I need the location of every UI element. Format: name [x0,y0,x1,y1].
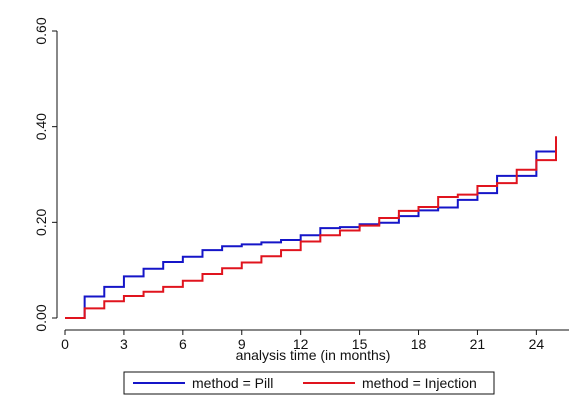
x-tick-label: 15 [352,336,368,352]
y-axis: 0.00 0.20 0.40 0.60 [33,17,58,332]
plot-region [57,18,569,330]
legend-label-pill: method = Pill [192,375,273,391]
series-line-pill [65,150,556,319]
y-tick-label: 0.20 [33,208,49,235]
x-tick-label: 9 [238,336,246,352]
legend-label-injection: method = Injection [362,375,477,391]
x-tick-label: 6 [179,336,187,352]
x-axis-title: analysis time (in months) [236,347,391,363]
x-tick-label: 0 [61,336,69,352]
y-tick-label: 0.60 [33,17,49,44]
x-tick-label: 24 [529,336,545,352]
legend: method = Pill method = Injection [123,371,495,395]
series-line-injection [65,136,557,319]
series-layer [65,136,557,319]
x-tick-label: 12 [293,336,309,352]
x-axis: 0 3 6 9 12 15 18 21 24 [61,329,569,352]
y-tick-label: 0.00 [33,304,49,331]
x-tick-label: 3 [120,336,128,352]
x-tick-label: 18 [411,336,427,352]
y-tick-label: 0.40 [33,113,49,140]
x-tick-label: 21 [470,336,486,352]
